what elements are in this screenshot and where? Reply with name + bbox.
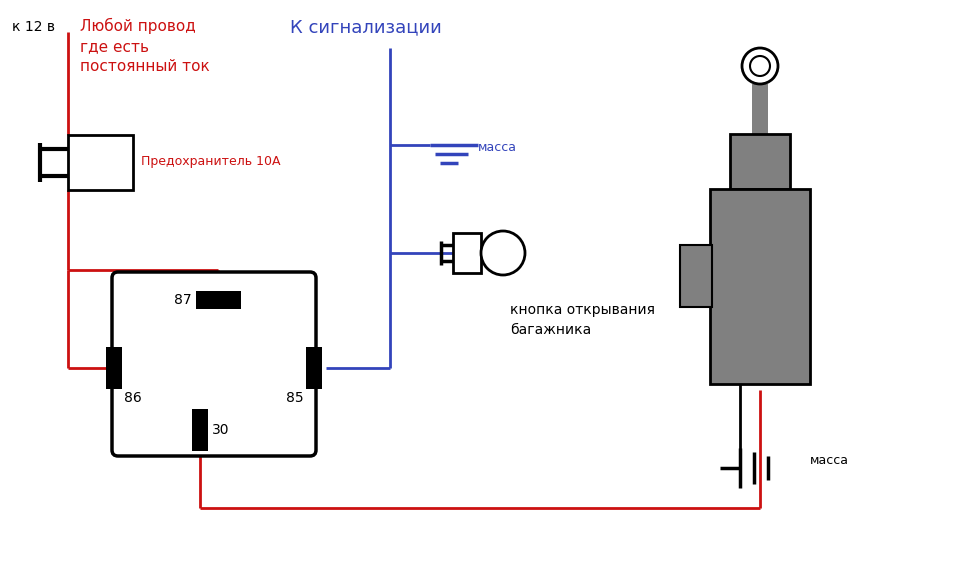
Circle shape — [481, 231, 525, 275]
Circle shape — [750, 56, 770, 76]
Text: 85: 85 — [286, 391, 304, 405]
Bar — [196, 291, 241, 309]
Circle shape — [742, 48, 778, 84]
Bar — [306, 347, 322, 389]
Bar — [752, 84, 768, 134]
Bar — [680, 245, 712, 307]
Text: масса: масса — [810, 453, 849, 466]
Text: 86: 86 — [124, 391, 142, 405]
FancyBboxPatch shape — [112, 272, 316, 456]
Text: 87: 87 — [175, 293, 192, 307]
Bar — [192, 409, 208, 451]
Text: к 12 в: к 12 в — [12, 20, 55, 34]
Bar — [710, 189, 810, 384]
Text: К сигнализации: К сигнализации — [290, 18, 442, 36]
Bar — [730, 134, 790, 189]
Text: масса: масса — [478, 141, 517, 154]
Text: Предохранитель 10А: Предохранитель 10А — [141, 156, 280, 169]
Text: Любой провод
где есть
постоянный ток: Любой провод где есть постоянный ток — [80, 18, 209, 74]
Text: 30: 30 — [212, 423, 229, 437]
Bar — [106, 347, 122, 389]
Bar — [453, 233, 481, 273]
Bar — [68, 135, 133, 190]
Text: кнопка открывания
багажника: кнопка открывания багажника — [510, 303, 655, 336]
